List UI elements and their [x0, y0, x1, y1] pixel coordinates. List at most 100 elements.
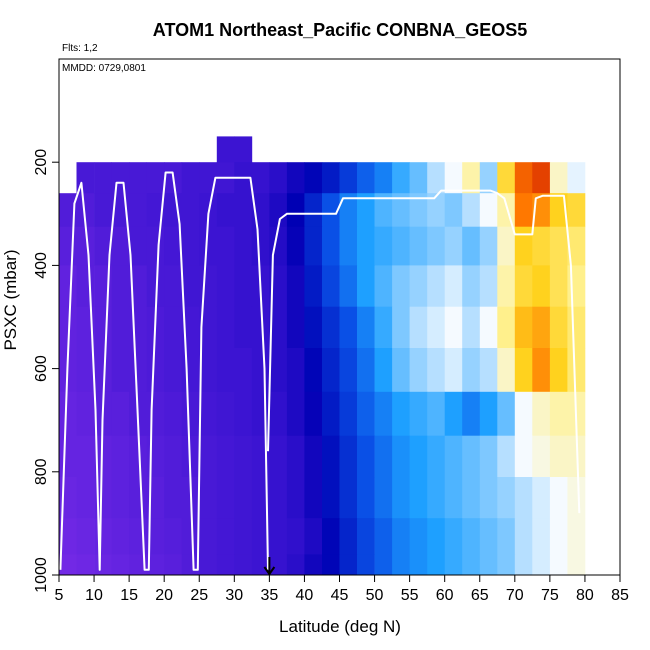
- heatmap-cell: [216, 518, 235, 555]
- heatmap-cell: [251, 554, 270, 576]
- heatmap-cell: [532, 518, 551, 555]
- heatmap-cell: [269, 162, 288, 194]
- heatmap-cell: [514, 391, 533, 437]
- heatmap-cell: [339, 348, 358, 393]
- heatmap-cell: [59, 226, 77, 266]
- heatmap-cell: [532, 477, 551, 519]
- heatmap-cell: [409, 306, 428, 349]
- heatmap-cell: [374, 193, 393, 228]
- x-tick-label: 25: [190, 587, 208, 604]
- heatmap-cell: [181, 193, 200, 228]
- heatmap-cell: [532, 435, 551, 478]
- heatmap-cell: [216, 265, 235, 308]
- heatmap-cell: [514, 554, 533, 576]
- heatmap-cell: [269, 265, 288, 308]
- x-tick-label: 85: [611, 587, 629, 604]
- heatmap-cell: [479, 348, 498, 393]
- heatmap-cell: [322, 391, 340, 437]
- heatmap-cell: [199, 162, 218, 194]
- x-tick-label: 35: [260, 587, 278, 604]
- heatmap-cell: [479, 518, 498, 555]
- heatmap-cell: [146, 162, 165, 194]
- heatmap-cell: [339, 226, 358, 266]
- heatmap-cell: [339, 193, 358, 228]
- heatmap-cell: [497, 554, 516, 576]
- heatmap-cell: [549, 306, 568, 349]
- heatmap-cell: [427, 162, 446, 194]
- heatmap-cell: [286, 348, 305, 393]
- heatmap-cell: [164, 348, 183, 393]
- heatmap-cell: [216, 136, 235, 163]
- heatmap-cell: [444, 518, 463, 555]
- heatmap-cell: [286, 162, 305, 194]
- x-tick-label: 55: [401, 587, 419, 604]
- heatmap-cell: [129, 306, 147, 349]
- heatmap-cell: [374, 306, 393, 349]
- heatmap-cell: [286, 435, 305, 478]
- heatmap-cell: [199, 348, 218, 393]
- heatmap-cell: [462, 193, 481, 228]
- heatmap-cell: [181, 265, 200, 308]
- heatmap-cell: [567, 518, 586, 555]
- heatmap-cell: [497, 193, 516, 228]
- heatmap-cell: [357, 162, 375, 194]
- heatmap-cell: [322, 518, 340, 555]
- heatmap-cell: [234, 226, 253, 266]
- heatmap-cell: [199, 435, 218, 478]
- heatmap-cell: [76, 265, 95, 308]
- heatmap-cell: [549, 193, 568, 228]
- heatmap-cell: [146, 348, 165, 393]
- heatmap-cell: [286, 265, 305, 308]
- heatmap-cell: [59, 306, 77, 349]
- flight-track-line: [59, 171, 269, 571]
- flight-track-line: [267, 189, 581, 514]
- heatmap-cell: [479, 162, 498, 194]
- x-tick-label: 65: [471, 587, 489, 604]
- heatmap-cell: [444, 477, 463, 519]
- heatmap-cell: [567, 162, 586, 194]
- heatmap-cell: [94, 554, 112, 576]
- heatmap-cell: [479, 554, 498, 576]
- heatmap-cell: [549, 554, 568, 576]
- heatmap-cell: [216, 348, 235, 393]
- heatmap-cell: [444, 391, 463, 437]
- heatmap-cell: [111, 265, 130, 308]
- heatmap-cell: [549, 162, 568, 194]
- flight-tracks: [59, 171, 581, 571]
- heatmap-cell: [269, 391, 288, 437]
- heatmap-cell: [462, 554, 481, 576]
- latitude-marker: [263, 557, 276, 576]
- heatmap-cell: [76, 193, 95, 228]
- x-tick-label: 60: [436, 587, 454, 604]
- heatmap-cell: [164, 518, 183, 555]
- heatmap-cell: [374, 477, 393, 519]
- heatmap-cell: [462, 265, 481, 308]
- heatmap-cell: [567, 477, 586, 519]
- heatmap-cell: [532, 193, 551, 228]
- heatmap-cell: [129, 348, 147, 393]
- heatmap-cell: [567, 554, 586, 576]
- heatmap-cell: [234, 348, 253, 393]
- y-tick-label: 400: [33, 252, 50, 279]
- heatmap-cell: [216, 477, 235, 519]
- heatmap-cell: [427, 226, 446, 266]
- heatmap-cell: [199, 306, 218, 349]
- x-axis: 5 10 15 20 25 30 35 40 45 50 55 60 65 70 75 80 85: [55, 575, 629, 604]
- heatmap-cell: [164, 554, 183, 576]
- heatmap-cell: [304, 265, 323, 308]
- heatmap-cell: [409, 226, 428, 266]
- heatmap-cell: [497, 226, 516, 266]
- heatmap-cell: [339, 477, 358, 519]
- heatmap-cell: [462, 226, 481, 266]
- heatmap-cell: [94, 348, 112, 393]
- heatmap-cell: [251, 348, 270, 393]
- heatmap-cell: [392, 435, 410, 478]
- heatmap-cell: [444, 193, 463, 228]
- heatmap-cell: [392, 391, 410, 437]
- heatmap-cell: [374, 226, 393, 266]
- heatmap-cell: [567, 265, 586, 308]
- x-tick-label: 80: [576, 587, 594, 604]
- heatmap-cell: [514, 435, 533, 478]
- heatmap-cell: [269, 477, 288, 519]
- heatmap-cell: [374, 162, 393, 194]
